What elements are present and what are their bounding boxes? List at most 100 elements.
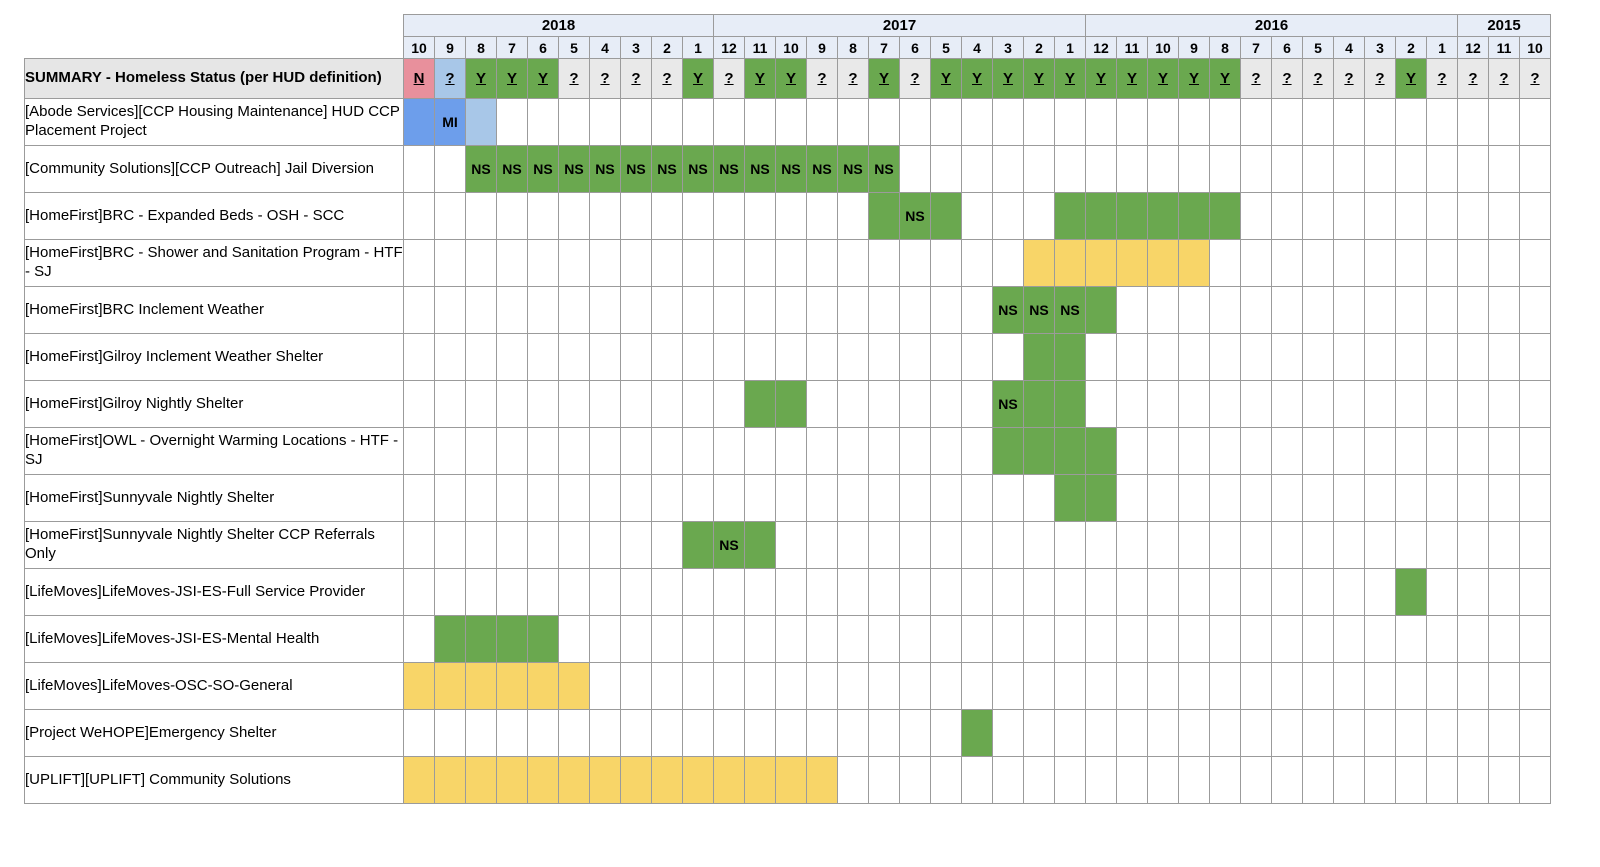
summary-status-cell[interactable]: ?: [1457, 58, 1489, 99]
program-status-cell[interactable]: [558, 756, 590, 804]
program-status-cell[interactable]: [527, 615, 559, 663]
summary-status-cell[interactable]: Y: [496, 58, 528, 99]
program-status-cell[interactable]: [806, 756, 838, 804]
program-status-cell[interactable]: [1054, 427, 1086, 475]
program-status-cell[interactable]: NS: [496, 145, 528, 193]
program-status-cell[interactable]: NS: [744, 145, 776, 193]
program-status-cell[interactable]: [1023, 427, 1055, 475]
program-status-cell[interactable]: [1147, 239, 1179, 287]
program-status-cell[interactable]: [589, 756, 621, 804]
program-status-cell[interactable]: NS: [465, 145, 497, 193]
summary-status-cell[interactable]: ?: [1364, 58, 1396, 99]
program-status-cell[interactable]: NS: [899, 192, 931, 240]
summary-status-cell[interactable]: Y: [465, 58, 497, 99]
program-status-cell[interactable]: [496, 662, 528, 710]
summary-status-cell[interactable]: N: [403, 58, 435, 99]
program-status-cell[interactable]: [1054, 239, 1086, 287]
program-status-cell[interactable]: [527, 662, 559, 710]
summary-status-cell[interactable]: Y: [992, 58, 1024, 99]
summary-status-cell[interactable]: Y: [1116, 58, 1148, 99]
program-status-cell[interactable]: NS: [527, 145, 559, 193]
program-status-cell[interactable]: NS: [713, 145, 745, 193]
program-status-cell[interactable]: [775, 380, 807, 428]
program-status-cell[interactable]: [1209, 192, 1241, 240]
program-status-cell[interactable]: [992, 427, 1024, 475]
program-status-cell[interactable]: NS: [589, 145, 621, 193]
program-status-cell[interactable]: MI: [434, 98, 466, 146]
program-status-cell[interactable]: [961, 709, 993, 757]
program-status-cell[interactable]: [465, 615, 497, 663]
summary-status-cell[interactable]: Y: [682, 58, 714, 99]
summary-status-cell[interactable]: ?: [1426, 58, 1458, 99]
program-status-cell[interactable]: [1085, 474, 1117, 522]
summary-status-cell[interactable]: Y: [527, 58, 559, 99]
program-status-cell[interactable]: [682, 521, 714, 569]
program-status-cell[interactable]: NS: [713, 521, 745, 569]
program-status-cell[interactable]: [434, 662, 466, 710]
summary-status-cell[interactable]: ?: [1302, 58, 1334, 99]
program-status-cell[interactable]: [744, 380, 776, 428]
summary-status-cell[interactable]: Y: [1085, 58, 1117, 99]
summary-status-cell[interactable]: Y: [1054, 58, 1086, 99]
program-status-cell[interactable]: [775, 756, 807, 804]
program-status-cell[interactable]: NS: [775, 145, 807, 193]
program-status-cell[interactable]: [1085, 239, 1117, 287]
program-status-cell[interactable]: [465, 662, 497, 710]
summary-status-cell[interactable]: Y: [1209, 58, 1241, 99]
program-status-cell[interactable]: NS: [1054, 286, 1086, 334]
program-status-cell[interactable]: NS: [868, 145, 900, 193]
program-status-cell[interactable]: NS: [620, 145, 652, 193]
program-status-cell[interactable]: [744, 521, 776, 569]
program-status-cell[interactable]: NS: [651, 145, 683, 193]
program-status-cell[interactable]: [496, 756, 528, 804]
program-status-cell[interactable]: NS: [837, 145, 869, 193]
program-status-cell[interactable]: [434, 615, 466, 663]
summary-status-cell[interactable]: ?: [899, 58, 931, 99]
program-status-cell[interactable]: [744, 756, 776, 804]
summary-status-cell[interactable]: ?: [434, 58, 466, 99]
program-status-cell[interactable]: NS: [558, 145, 590, 193]
program-status-cell[interactable]: [930, 192, 962, 240]
program-status-cell[interactable]: [527, 756, 559, 804]
summary-status-cell[interactable]: ?: [1519, 58, 1551, 99]
program-status-cell[interactable]: [713, 756, 745, 804]
program-status-cell[interactable]: [403, 98, 435, 146]
summary-status-cell[interactable]: Y: [1147, 58, 1179, 99]
program-status-cell[interactable]: [1023, 333, 1055, 381]
program-status-cell[interactable]: [1395, 568, 1427, 616]
program-status-cell[interactable]: [558, 662, 590, 710]
summary-status-cell[interactable]: ?: [558, 58, 590, 99]
program-status-cell[interactable]: [403, 662, 435, 710]
program-status-cell[interactable]: [868, 192, 900, 240]
program-status-cell[interactable]: [1054, 380, 1086, 428]
summary-status-cell[interactable]: Y: [961, 58, 993, 99]
program-status-cell[interactable]: NS: [992, 380, 1024, 428]
program-status-cell[interactable]: [1023, 380, 1055, 428]
summary-status-cell[interactable]: Y: [930, 58, 962, 99]
summary-status-cell[interactable]: ?: [1240, 58, 1272, 99]
program-status-cell[interactable]: [651, 756, 683, 804]
program-status-cell[interactable]: NS: [682, 145, 714, 193]
program-status-cell[interactable]: [496, 615, 528, 663]
program-status-cell[interactable]: [1085, 192, 1117, 240]
program-status-cell[interactable]: [1116, 192, 1148, 240]
program-status-cell[interactable]: [1085, 427, 1117, 475]
summary-status-cell[interactable]: Y: [868, 58, 900, 99]
summary-status-cell[interactable]: Y: [744, 58, 776, 99]
program-status-cell[interactable]: [620, 756, 652, 804]
program-status-cell[interactable]: NS: [1023, 286, 1055, 334]
program-status-cell[interactable]: [1054, 474, 1086, 522]
summary-status-cell[interactable]: Y: [1178, 58, 1210, 99]
program-status-cell[interactable]: NS: [992, 286, 1024, 334]
summary-status-cell[interactable]: ?: [806, 58, 838, 99]
program-status-cell[interactable]: [682, 756, 714, 804]
program-status-cell[interactable]: NS: [806, 145, 838, 193]
summary-status-cell[interactable]: ?: [837, 58, 869, 99]
summary-status-cell[interactable]: Y: [1023, 58, 1055, 99]
program-status-cell[interactable]: [1147, 192, 1179, 240]
program-status-cell[interactable]: [1054, 333, 1086, 381]
summary-status-cell[interactable]: ?: [651, 58, 683, 99]
program-status-cell[interactable]: [1178, 239, 1210, 287]
program-status-cell[interactable]: [465, 98, 497, 146]
summary-status-cell[interactable]: ?: [1333, 58, 1365, 99]
